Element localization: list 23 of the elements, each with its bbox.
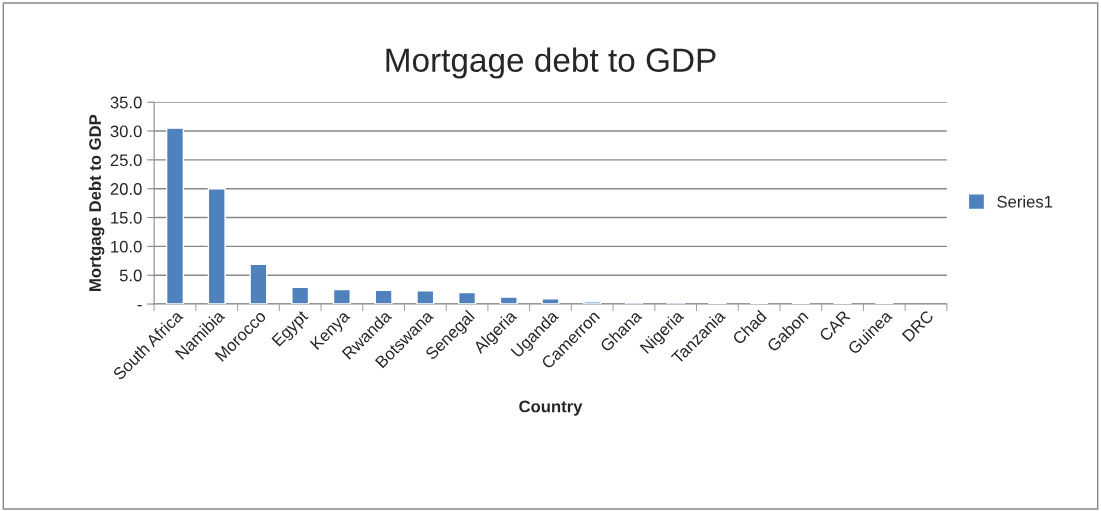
bar	[583, 301, 602, 305]
bar	[207, 188, 226, 305]
bar	[291, 286, 310, 305]
y-tick-label: -	[137, 305, 142, 307]
bar	[165, 127, 185, 305]
y-tick-label: 10.0	[111, 240, 142, 253]
bar	[374, 289, 393, 305]
y-tick-label: 35.0	[110, 96, 142, 109]
y-tick-label: 25.0	[110, 154, 142, 167]
y-tick-label: 20.0	[110, 183, 142, 195]
y-tick-label: 30.0	[110, 125, 142, 138]
bar	[541, 298, 560, 305]
bar	[499, 296, 518, 305]
bar	[458, 291, 477, 305]
y-tick-label: 5.0	[119, 269, 142, 282]
bar	[416, 290, 435, 305]
x-axis-title: Country	[519, 400, 583, 416]
bar	[332, 288, 351, 305]
y-axis-title: Mortgage Debt to GDP	[88, 114, 105, 291]
bar	[249, 263, 268, 305]
legend-label: Series1	[997, 195, 1053, 208]
chart-title: Mortgage debt to GDP	[386, 47, 716, 79]
y-tick-label: 15.0	[111, 211, 142, 224]
